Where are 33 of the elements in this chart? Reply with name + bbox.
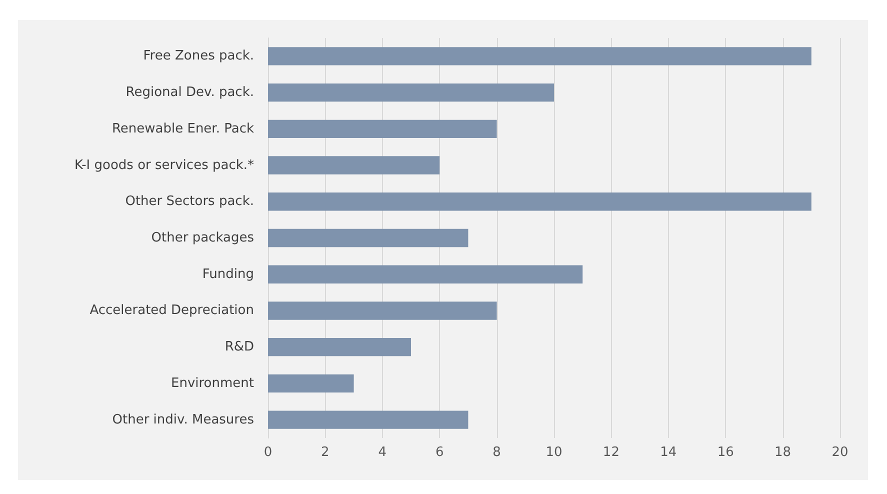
y-tick-label: Funding	[202, 266, 254, 282]
y-tick-label: Regional Dev. pack.	[126, 85, 254, 100]
x-tick-label: 16	[717, 445, 734, 460]
x-tick-label: 14	[660, 445, 677, 460]
bar	[268, 120, 497, 138]
bar	[268, 228, 468, 248]
y-tick-label: Other packages	[151, 230, 254, 246]
y-tick-label: Accelerated Depreciation	[90, 303, 254, 318]
y-tick-label: Free Zones pack.	[143, 48, 254, 64]
x-tick-label: 8	[492, 445, 501, 460]
bar	[268, 338, 411, 356]
y-tick-label: Environment	[170, 376, 254, 391]
y-tick-label: Other indiv. Measures	[112, 412, 254, 428]
y-tick-label: Other Sectors pack.	[125, 194, 254, 210]
y-tick-label: R&D	[224, 340, 254, 355]
x-tick-label: 10	[546, 445, 562, 460]
y-tick-label: Renewable Ener. Pack	[112, 121, 254, 136]
bar	[268, 302, 497, 320]
x-tick-label: 0	[264, 445, 272, 460]
x-tick-label: 4	[378, 445, 387, 460]
bar	[268, 374, 354, 393]
x-tick-label: 2	[321, 445, 330, 460]
x-tick-label: 20	[832, 445, 848, 460]
x-tick-label: 18	[774, 445, 792, 460]
bar	[268, 410, 468, 429]
bar	[268, 83, 554, 102]
bar	[268, 192, 812, 211]
x-tick-label: 6	[435, 445, 444, 460]
bar	[268, 156, 440, 174]
x-tick-label: 12	[602, 445, 620, 460]
y-tick-label: K-I goods or services pack.*	[74, 158, 254, 173]
bar	[268, 47, 812, 66]
bar	[268, 265, 583, 284]
